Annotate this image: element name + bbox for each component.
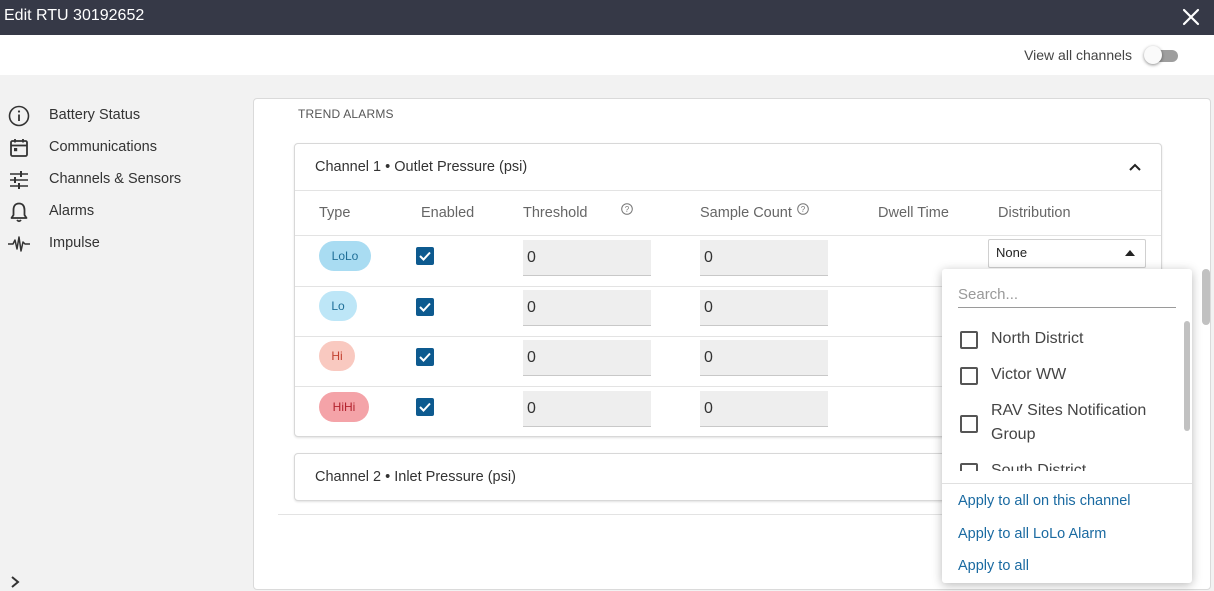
- alarm-type-badge: LoLo: [319, 241, 371, 271]
- info-icon: [8, 105, 30, 127]
- enabled-checkbox[interactable]: [416, 247, 434, 265]
- enabled-checkbox[interactable]: [416, 298, 434, 316]
- apply-channel-link[interactable]: Apply to all on this channel: [958, 493, 1131, 509]
- alarm-type-badge: Lo: [319, 291, 357, 321]
- title-bar: Edit RTU 30192652: [0, 0, 1214, 35]
- channel-title: Channel 1 • Outlet Pressure (psi): [315, 159, 528, 175]
- section-title: TREND ALARMS: [298, 107, 394, 121]
- option-label: Victor WW: [991, 366, 1067, 383]
- column-header-threshold: Threshold: [523, 205, 588, 221]
- checkmark-icon: [419, 352, 431, 362]
- sidebar-item-label: Battery Status: [49, 107, 141, 123]
- column-header-enabled: Enabled: [421, 205, 475, 221]
- alarm-type-badge: Hi: [319, 341, 355, 371]
- close-icon[interactable]: [1180, 6, 1202, 28]
- divider: [295, 286, 1161, 287]
- divider: [942, 483, 1192, 484]
- toolbar: View all channels: [0, 35, 1214, 75]
- sidebar-item-alarms[interactable]: Alarms: [0, 196, 240, 228]
- option-checkbox[interactable]: [960, 367, 978, 385]
- checkmark-icon: [419, 302, 431, 312]
- table-row: Hi: [295, 337, 1161, 387]
- sample-count-input[interactable]: [700, 240, 828, 276]
- sample-count-input[interactable]: [700, 290, 828, 326]
- column-header-dwell-time: Dwell Time: [878, 205, 949, 221]
- sidebar-item-label: Channels & Sensors: [49, 171, 182, 187]
- option-checkbox[interactable]: [960, 463, 978, 471]
- sidebar-item-label: Alarms: [49, 203, 95, 219]
- divider: [278, 514, 1178, 515]
- threshold-input[interactable]: [523, 290, 651, 326]
- distribution-dropdown: North District Victor WW RAV Sites Notif…: [942, 269, 1192, 583]
- sidebar-nav: Battery Status Communications Channels &…: [0, 100, 240, 260]
- sidebar-item-label: Communications: [49, 139, 157, 155]
- window-title: Edit RTU 30192652: [4, 7, 145, 24]
- threshold-input[interactable]: [523, 340, 651, 376]
- table-row: HiHi: [295, 387, 1161, 437]
- divider: [295, 190, 1161, 191]
- view-all-channels-label: View all channels: [1024, 47, 1132, 63]
- distribution-select[interactable]: None: [988, 239, 1146, 268]
- threshold-input[interactable]: [523, 240, 651, 276]
- channel-title: Channel 2 • Inlet Pressure (psi): [315, 469, 516, 485]
- chevron-right-icon[interactable]: [8, 575, 22, 589]
- caret-up-icon: [1125, 250, 1135, 256]
- calendar-icon: [10, 139, 28, 157]
- apply-all-link[interactable]: Apply to all: [958, 558, 1029, 574]
- column-header-type: Type: [319, 205, 351, 221]
- option-label: North District: [991, 330, 1084, 347]
- bell-icon: [10, 202, 28, 223]
- checkmark-icon: [419, 251, 431, 261]
- sample-count-input[interactable]: [700, 391, 828, 427]
- sliders-icon: [10, 171, 28, 189]
- table-row: Lo: [295, 287, 1161, 337]
- sidebar-item-label: Impulse: [49, 235, 100, 251]
- enabled-checkbox[interactable]: [416, 348, 434, 366]
- help-icon[interactable]: ?: [797, 203, 809, 215]
- option-checkbox[interactable]: [960, 331, 978, 349]
- option-list[interactable]: North District Victor WW RAV Sites Notif…: [942, 321, 1182, 471]
- alarm-type-badge: HiHi: [319, 392, 369, 422]
- divider: [295, 386, 1161, 387]
- toggle-knob: [1144, 46, 1162, 64]
- sidebar-item-impulse[interactable]: Impulse: [0, 228, 240, 260]
- column-header-sample-count: Sample Count: [700, 205, 792, 221]
- help-icon[interactable]: ?: [621, 203, 633, 215]
- divider: [295, 336, 1161, 337]
- column-header-distribution: Distribution: [998, 205, 1071, 221]
- threshold-input[interactable]: [523, 391, 651, 427]
- svg-text:?: ?: [625, 205, 630, 214]
- search-input[interactable]: [958, 281, 1176, 308]
- svg-text:?: ?: [801, 205, 806, 214]
- checkmark-icon: [419, 402, 431, 412]
- pulse-icon: [8, 236, 30, 252]
- sidebar-item-communications[interactable]: Communications: [0, 132, 240, 164]
- option-label: RAV Sites Notification Group: [991, 402, 1147, 443]
- enabled-checkbox[interactable]: [416, 398, 434, 416]
- table-row: LoLo None: [295, 236, 1161, 286]
- scrollbar[interactable]: [1202, 269, 1210, 325]
- divider: [295, 235, 1161, 236]
- scrollbar[interactable]: [1184, 321, 1190, 431]
- option-checkbox[interactable]: [960, 415, 978, 433]
- distribution-value: None: [996, 245, 1028, 260]
- sidebar-item-battery-status[interactable]: Battery Status: [0, 100, 240, 132]
- view-all-channels-toggle[interactable]: [1144, 46, 1178, 64]
- option-label: South District: [991, 462, 1087, 471]
- sample-count-input[interactable]: [700, 340, 828, 376]
- chevron-up-icon[interactable]: [1127, 159, 1143, 175]
- apply-lolo-link[interactable]: Apply to all LoLo Alarm: [958, 526, 1107, 542]
- sidebar-item-channels-sensors[interactable]: Channels & Sensors: [0, 164, 240, 196]
